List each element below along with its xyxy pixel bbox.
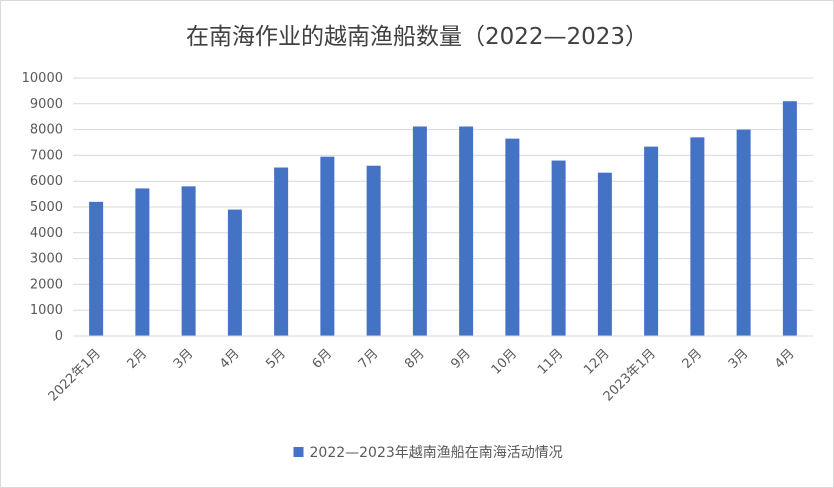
x-tick-label: 8月 (402, 346, 428, 372)
x-tick-label: 3月 (171, 346, 197, 372)
bar (274, 167, 289, 336)
x-tick-label: 10月 (489, 346, 520, 377)
x-tick-label: 2022年1月 (46, 346, 104, 404)
bar (459, 126, 474, 336)
y-tick-label: 1000 (30, 303, 63, 318)
y-tick-label: 9000 (30, 97, 63, 112)
legend-swatch (293, 447, 304, 457)
y-tick-label: 5000 (30, 200, 63, 215)
y-tick-label: 2000 (30, 277, 63, 292)
x-tick-label: 11月 (535, 346, 566, 377)
x-tick-label: 7月 (356, 346, 382, 372)
bar (736, 129, 751, 336)
bar (89, 201, 104, 336)
y-tick-label: 3000 (30, 252, 63, 267)
bar (505, 138, 520, 336)
y-tick-label: 6000 (30, 174, 63, 189)
bar (181, 186, 196, 336)
bar (782, 101, 797, 336)
x-tick-label: 4月 (772, 346, 798, 372)
y-tick-label: 4000 (30, 226, 63, 241)
x-tick-label: 6月 (310, 346, 336, 372)
y-tick-label: 10000 (22, 71, 63, 86)
bar (227, 209, 242, 336)
x-tick-label: 2月 (680, 346, 706, 372)
y-tick-label: 7000 (30, 148, 63, 163)
x-tick-label: 12月 (581, 346, 612, 377)
chart-title: 在南海作业的越南渔船数量（2022—2023） (185, 24, 649, 50)
bar (366, 165, 381, 336)
bar (644, 146, 659, 336)
x-tick-label: 3月 (726, 346, 752, 372)
x-tick-label: 5月 (263, 346, 289, 372)
bar (690, 137, 705, 336)
y-tick-label: 0 (55, 329, 63, 344)
bar (135, 188, 150, 336)
bar (320, 156, 335, 336)
x-tick-label: 4月 (217, 346, 243, 372)
bar (412, 126, 427, 336)
y-tick-label: 8000 (30, 123, 63, 138)
legend-label: 2022—2023年越南渔船在南海活动情况 (310, 445, 563, 461)
x-tick-label: 9月 (448, 346, 474, 372)
x-tick-label: 2月 (125, 346, 151, 372)
bar (597, 172, 612, 336)
bar (551, 160, 566, 336)
